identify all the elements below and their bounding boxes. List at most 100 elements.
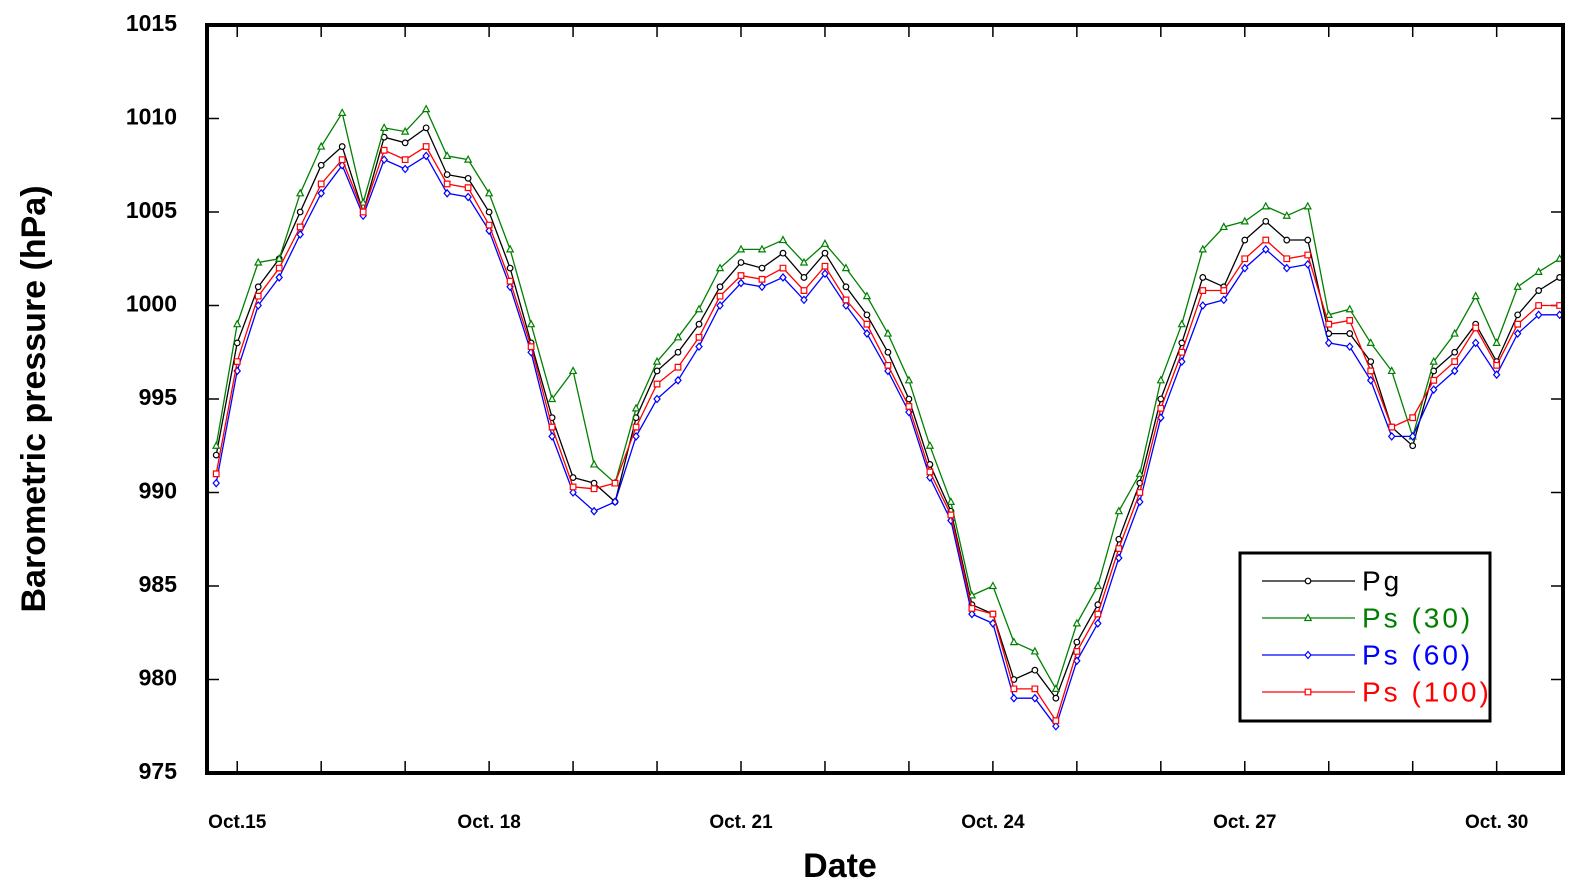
marker	[316, 141, 326, 150]
legend-label: Ps (60)	[1362, 639, 1473, 670]
marker	[1198, 244, 1207, 253]
marker	[401, 139, 409, 147]
marker	[1073, 648, 1081, 655]
marker	[359, 208, 367, 216]
marker	[842, 296, 850, 304]
marker	[380, 146, 388, 154]
marker	[296, 223, 304, 231]
marker	[1387, 431, 1396, 441]
marker	[1093, 581, 1103, 590]
marker	[1324, 338, 1333, 348]
marker	[1072, 618, 1082, 627]
marker	[778, 235, 788, 244]
marker	[1241, 236, 1249, 244]
marker	[1115, 535, 1123, 543]
marker	[1429, 385, 1438, 395]
marker	[1282, 210, 1291, 219]
marker	[1534, 267, 1543, 275]
marker	[1136, 497, 1144, 507]
marker	[947, 511, 955, 519]
y-tick-label: 1015	[126, 10, 177, 36]
marker	[1199, 301, 1207, 310]
marker	[695, 342, 703, 352]
x-tick-label: Oct. 18	[457, 812, 520, 833]
marker	[884, 348, 892, 356]
marker	[1472, 324, 1480, 332]
marker	[295, 188, 305, 197]
marker	[1450, 328, 1459, 337]
marker	[212, 478, 221, 488]
marker	[526, 319, 536, 328]
marker	[1031, 685, 1039, 693]
marker	[1009, 637, 1019, 646]
marker	[988, 581, 998, 590]
marker	[716, 292, 724, 300]
marker	[401, 164, 409, 174]
marker	[1471, 291, 1480, 300]
marker	[737, 272, 745, 279]
marker	[694, 304, 704, 313]
marker	[715, 263, 725, 272]
marker	[1513, 282, 1522, 290]
marker	[1219, 222, 1228, 231]
marker	[1051, 684, 1061, 692]
marker	[443, 171, 451, 179]
marker	[1094, 618, 1102, 628]
marker	[652, 356, 662, 365]
marker	[904, 375, 914, 384]
marker	[800, 287, 808, 294]
y-axis-label: Barometric pressure (hPa)	[15, 185, 53, 612]
marker	[1010, 685, 1018, 693]
marker	[400, 126, 410, 135]
marker	[841, 263, 851, 272]
marker	[484, 188, 494, 197]
marker	[737, 259, 745, 266]
marker	[1115, 545, 1123, 553]
marker	[422, 124, 430, 132]
marker	[821, 249, 829, 257]
marker	[632, 431, 640, 441]
marker	[233, 339, 241, 347]
marker	[800, 295, 808, 305]
marker	[1535, 287, 1543, 294]
marker	[905, 403, 913, 410]
marker	[926, 468, 934, 476]
marker	[506, 277, 514, 285]
marker	[1346, 330, 1354, 337]
marker	[736, 244, 746, 253]
marker	[821, 269, 829, 279]
marker	[1367, 358, 1375, 366]
marker	[1199, 287, 1207, 294]
marker	[590, 485, 598, 493]
marker	[1366, 375, 1375, 385]
marker	[442, 151, 452, 159]
marker	[506, 264, 514, 272]
marker	[337, 108, 347, 116]
marker	[568, 366, 578, 375]
marker	[296, 208, 304, 216]
marker	[695, 333, 703, 341]
marker	[1492, 370, 1501, 380]
marker	[757, 244, 767, 253]
marker	[1366, 338, 1375, 346]
marker	[673, 332, 683, 341]
marker	[1408, 431, 1417, 441]
marker	[862, 291, 872, 300]
legend-label: Ps (30)	[1362, 602, 1473, 633]
marker	[275, 253, 284, 262]
marker	[1283, 255, 1291, 263]
marker	[842, 301, 850, 310]
marker	[1387, 366, 1396, 375]
legend-marker	[1304, 650, 1312, 660]
marker	[1135, 469, 1145, 477]
marker	[758, 264, 766, 272]
marker	[883, 328, 893, 337]
marker	[212, 470, 220, 478]
marker	[1157, 395, 1165, 403]
plot	[212, 104, 1563, 731]
marker	[1241, 255, 1249, 263]
marker	[967, 590, 977, 599]
marker	[233, 358, 241, 365]
marker	[317, 180, 325, 188]
marker	[1345, 342, 1354, 352]
